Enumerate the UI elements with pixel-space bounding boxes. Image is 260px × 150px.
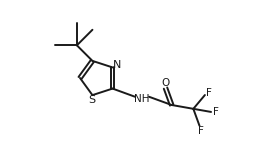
Text: S: S: [88, 95, 95, 105]
Text: NH: NH: [134, 94, 150, 104]
Text: F: F: [198, 126, 203, 136]
Text: F: F: [206, 88, 212, 98]
Text: F: F: [213, 107, 219, 117]
Text: N: N: [113, 60, 122, 70]
Text: O: O: [161, 78, 170, 88]
